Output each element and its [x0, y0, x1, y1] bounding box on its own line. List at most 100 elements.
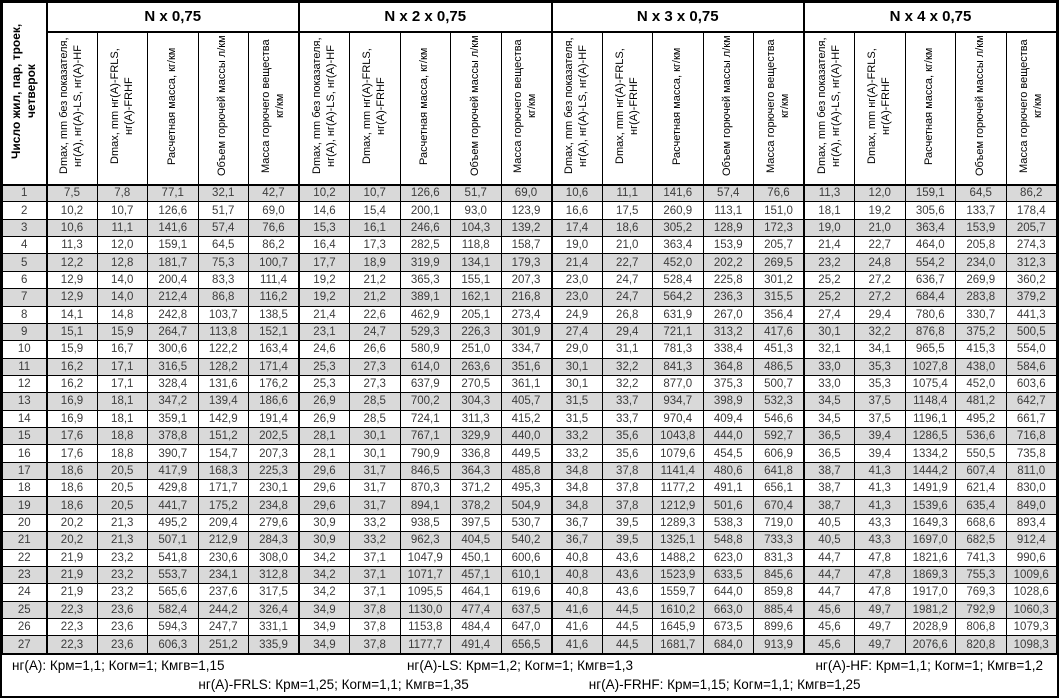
table-cell: 205,1 — [450, 305, 502, 324]
table-cell: 104,3 — [450, 218, 502, 238]
table-cell: 186,6 — [248, 392, 300, 411]
table-cell: 234,8 — [248, 496, 300, 515]
table-cell: 1079,3 — [1005, 617, 1057, 637]
column-header: Dmax, mm без показателя, нг(A), нг(A)-LS… — [46, 31, 98, 186]
table-cell: 536,6 — [955, 427, 1007, 446]
table-cell: 21,9 — [46, 565, 98, 585]
table-cell: 100,7 — [248, 253, 300, 272]
row-number: 26 — [2, 617, 48, 637]
table-cell: 205,7 — [753, 236, 805, 255]
table-cell: 36,5 — [803, 427, 855, 446]
table-cell: 389,1 — [399, 288, 451, 307]
table-cell: 49,7 — [854, 635, 906, 654]
group-header-1: N x 0,75 — [46, 2, 300, 33]
column-header-label: Dmax, mm нг(A)-FRLS, нг(A)-FRHF — [361, 47, 387, 164]
table-cell: 541,8 — [147, 548, 199, 567]
table-cell: 21,3 — [96, 513, 148, 533]
table-cell: 876,8 — [904, 322, 956, 342]
table-cell: 1559,7 — [652, 583, 704, 602]
table-cell: 415,2 — [500, 409, 552, 429]
table-cell: 153,9 — [702, 236, 754, 255]
table-cell: 1981,2 — [904, 600, 956, 619]
table-cell: 12,0 — [96, 236, 148, 255]
table-cell: 23,6 — [96, 617, 148, 637]
table-cell: 404,5 — [450, 531, 502, 550]
table-cell: 171,4 — [248, 357, 300, 376]
row-number: 9 — [2, 322, 48, 342]
table-cell: 128,9 — [702, 218, 754, 238]
table-cell: 27,3 — [349, 374, 401, 394]
column-header: Объем горючей массы л/км — [197, 31, 249, 186]
table-cell: 33,0 — [803, 357, 855, 376]
table-cell: 77,1 — [147, 183, 199, 203]
table-cell: 405,7 — [500, 392, 552, 411]
table-cell: 1177,2 — [652, 479, 704, 498]
table-cell: 893,4 — [1005, 513, 1057, 533]
table-cell: 32,2 — [601, 374, 653, 394]
table-cell: 417,9 — [147, 461, 199, 481]
table-row: 27 22,3 23,6 606,3 251,2 335,9 34,9 37,8 1177,7 4… — [2, 635, 1057, 654]
table-cell: 57,4 — [702, 183, 754, 203]
table-cell: 29,6 — [298, 461, 350, 481]
table-cell: 17,1 — [96, 357, 148, 376]
table-cell: 37,1 — [349, 548, 401, 567]
table-cell: 1869,3 — [904, 565, 956, 585]
table-cell: 32,2 — [601, 357, 653, 376]
table-cell: 724,1 — [399, 409, 451, 429]
table-cell: 269,5 — [753, 253, 805, 272]
table-cell: 21,2 — [349, 270, 401, 290]
table-row: 19 18,6 20,5 441,7 175,2 234,8 29,6 31,7 894,1 37… — [2, 496, 1057, 515]
table-cell: 154,7 — [197, 444, 249, 463]
table-cell: 33,2 — [349, 531, 401, 550]
table-cell: 209,4 — [197, 513, 249, 533]
table-cell: 682,5 — [955, 531, 1007, 550]
table-cell: 64,5 — [955, 183, 1007, 203]
table-cell: 452,0 — [652, 253, 704, 272]
table-cell: 351,6 — [500, 357, 552, 376]
table-cell: 30,9 — [298, 513, 350, 533]
table-cell: 37,8 — [349, 617, 401, 637]
table-cell: 36,7 — [550, 513, 603, 533]
table-row: 20 20,2 21,3 495,2 209,4 279,6 30,9 33,2 938,5 39… — [2, 513, 1057, 533]
table-cell: 684,0 — [702, 635, 754, 654]
table-cell: 122,2 — [197, 340, 249, 359]
table-cell: 457,1 — [450, 565, 502, 585]
table-cell: 131,6 — [197, 374, 249, 394]
table-cell: 849,0 — [1005, 496, 1057, 515]
table-cell: 894,1 — [399, 496, 451, 515]
table-cell: 500,7 — [753, 374, 805, 394]
table-cell: 438,0 — [955, 357, 1007, 376]
table-cell: 31,7 — [349, 461, 401, 481]
row-number: 14 — [2, 409, 48, 429]
table-cell: 841,3 — [652, 357, 704, 376]
table-cell: 251,2 — [197, 635, 249, 654]
table-cell: 375,3 — [702, 374, 754, 394]
table-cell: 1148,4 — [904, 392, 956, 411]
table-cell: 305,2 — [652, 218, 704, 238]
table-cell: 29,4 — [601, 322, 653, 342]
table-cell: 44,7 — [803, 565, 855, 585]
column-header-label: Объем горючей массы л/км — [973, 35, 986, 176]
table-cell: 38,7 — [803, 479, 855, 498]
table-cell: 42,7 — [248, 183, 300, 203]
table-cell: 301,2 — [753, 270, 805, 290]
table-cell: 176,2 — [248, 374, 300, 394]
table-cell: 207,3 — [500, 270, 552, 290]
table-cell: 18,6 — [46, 496, 98, 515]
table-cell: 242,8 — [147, 305, 199, 324]
table-cell: 20,5 — [96, 496, 148, 515]
table-cell: 359,1 — [147, 409, 199, 429]
table-cell: 584,6 — [1005, 357, 1057, 376]
table-cell: 155,1 — [450, 270, 502, 290]
table-cell: 83,3 — [197, 270, 249, 290]
table-cell: 34,2 — [298, 565, 350, 585]
table-cell: 33,2 — [550, 427, 603, 446]
table-cell: 1153,8 — [399, 617, 451, 637]
table-cell: 912,4 — [1005, 531, 1057, 550]
row-number: 20 — [2, 513, 48, 533]
table-cell: 491,4 — [450, 635, 502, 654]
table-cell: 202,5 — [248, 427, 300, 446]
table-cell: 128,2 — [197, 357, 249, 376]
row-number: 6 — [2, 270, 48, 290]
table-cell: 23,6 — [96, 600, 148, 619]
